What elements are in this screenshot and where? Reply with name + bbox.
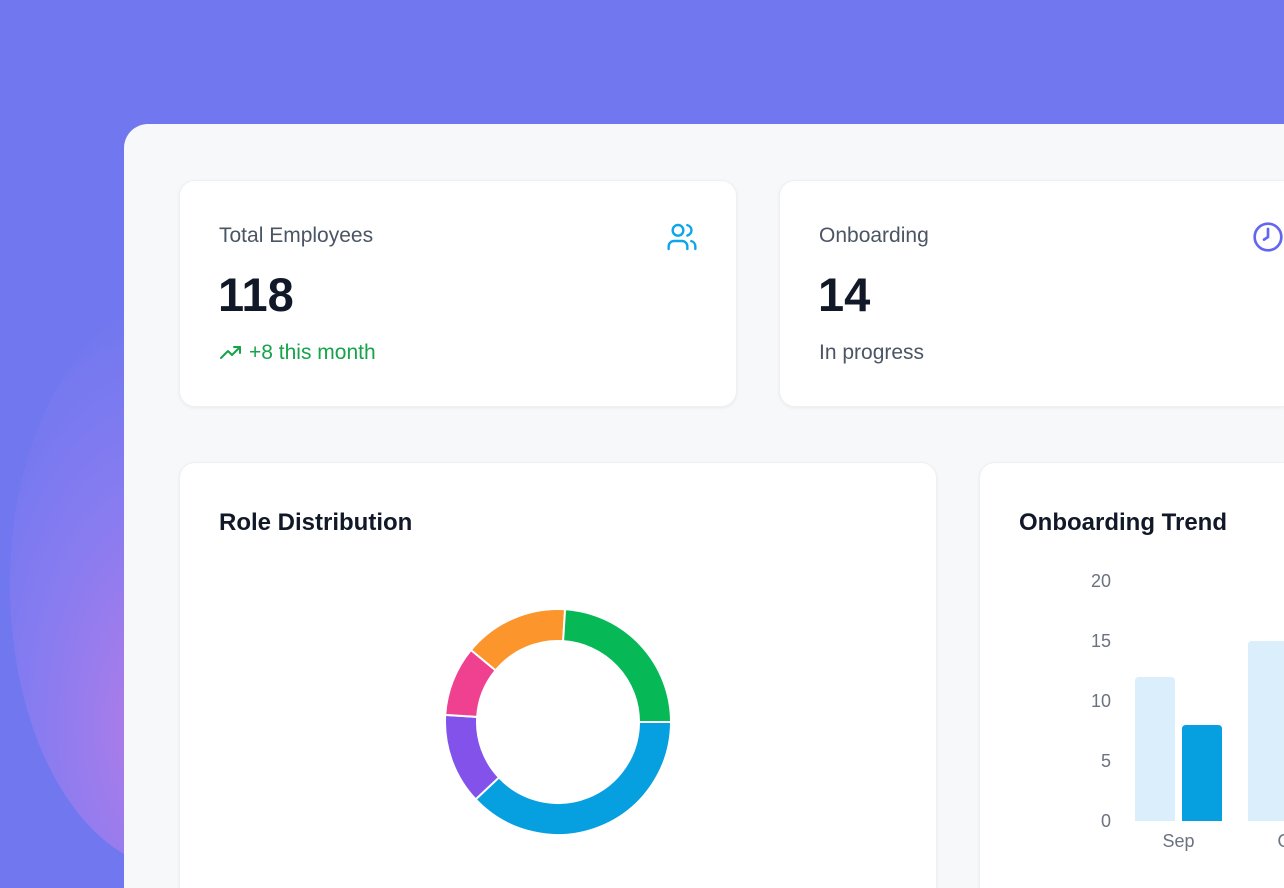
y-tick-label: 20 [1091,571,1111,591]
stat-value: 14 [818,268,871,321]
users-icon [667,223,697,251]
role-distribution-card: Role Distribution [179,462,937,888]
donut-slice-3[interactable] [469,608,567,672]
chart-title: Role Distribution [219,509,413,536]
clock-icon [1253,222,1283,252]
stat-trend-text: +8 this month [249,341,376,364]
stat-trend: +8 this month [219,341,376,365]
bar-Sep-0[interactable] [1135,677,1175,821]
bar-Sep-1[interactable] [1182,725,1222,821]
x-tick-label: Sep [1162,831,1194,851]
stat-label: Onboarding [819,224,929,247]
onboarding-trend-card: Onboarding Trend 0 5 10 15 20 Sep Oct [979,462,1284,888]
donut-slice-4[interactable] [562,608,673,723]
stat-subtext: In progress [819,341,925,364]
x-tick-label: Oct [1277,831,1284,851]
chart-title: Onboarding Trend [1019,509,1227,536]
stat-card-total-employees: Total Employees 118 +8 this month [179,180,737,407]
y-tick-label: 10 [1091,691,1111,711]
trending-up-icon [220,346,241,359]
donut-slice-0[interactable] [474,721,673,836]
stat-value: 118 [218,268,294,321]
stat-card-onboarding: Onboarding 14 In progress [779,180,1284,407]
bar-Oct-0[interactable] [1248,641,1284,821]
y-tick-label: 15 [1091,631,1111,651]
y-tick-label: 5 [1101,751,1111,771]
onboarding-trend-bar-chart: 0 5 10 15 20 Sep Oct [1091,571,1284,851]
role-distribution-donut [444,608,673,836]
y-tick-label: 0 [1101,811,1111,831]
stat-label: Total Employees [219,224,374,247]
